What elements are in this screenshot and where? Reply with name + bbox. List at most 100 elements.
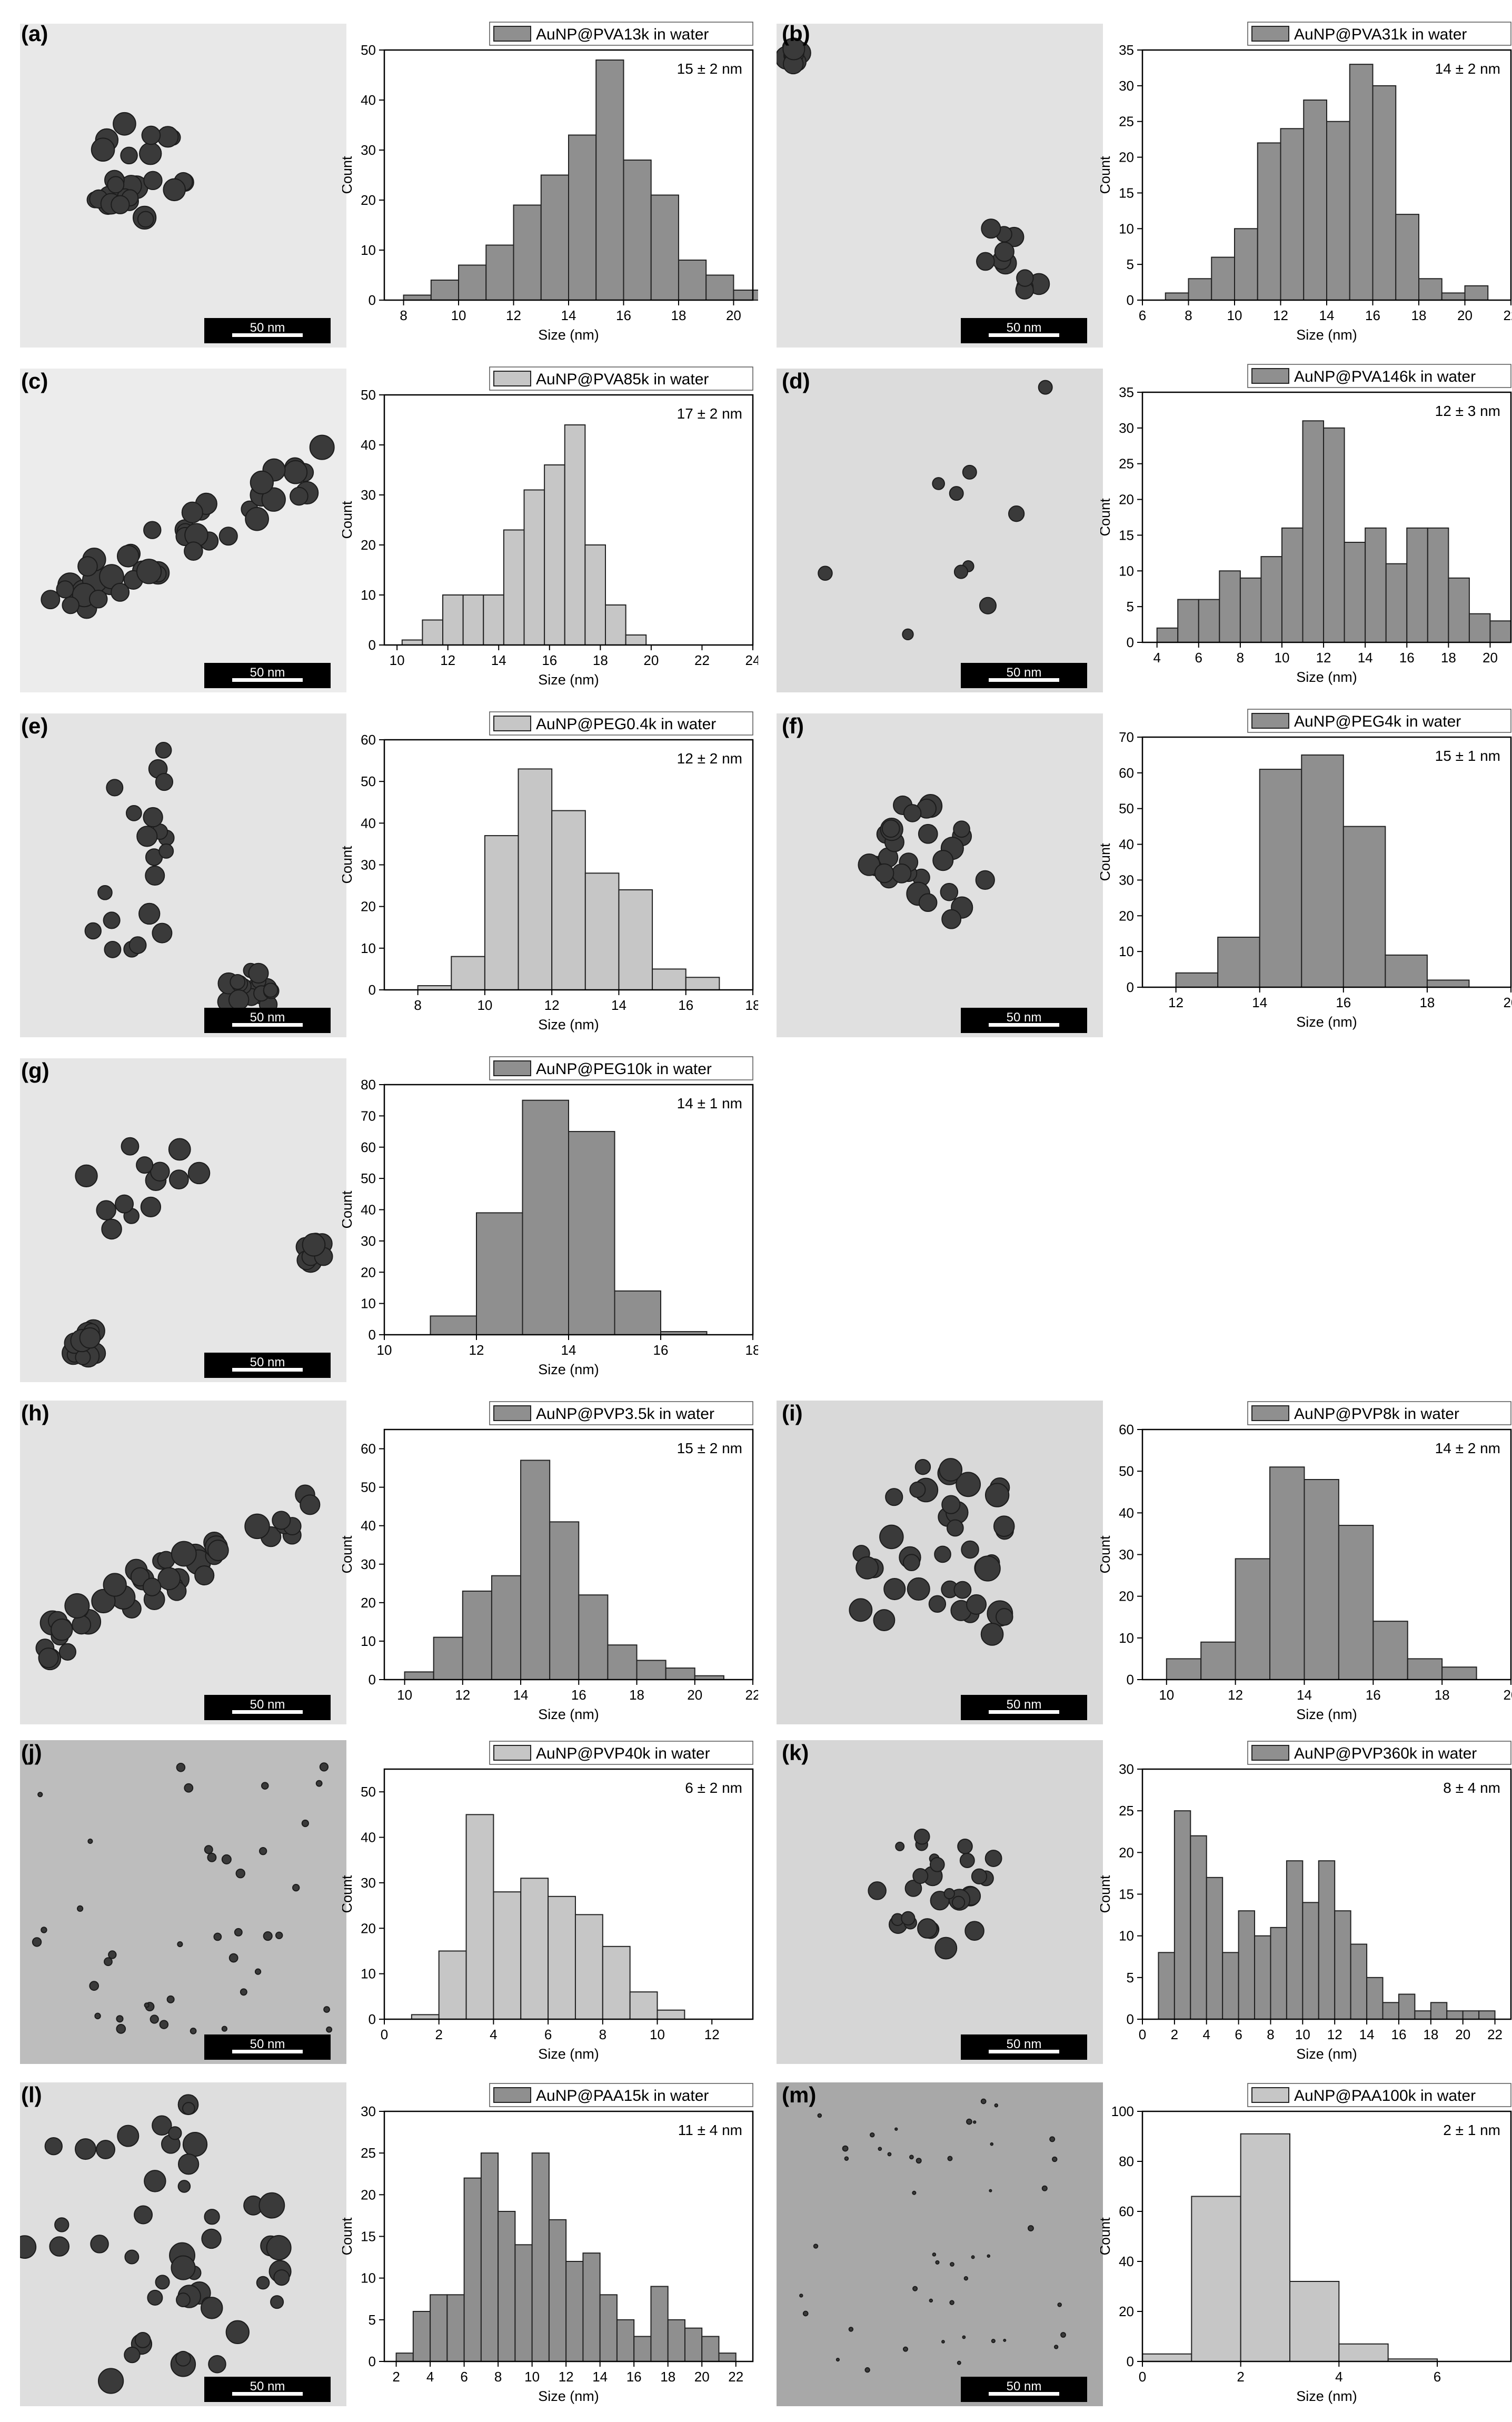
legend-swatch [493, 716, 531, 731]
histogram-bar [1234, 228, 1258, 301]
histogram-bar [1173, 1810, 1191, 2020]
x-tick-label: 6 [1139, 307, 1146, 323]
tem-micrograph-h: 50 nm [20, 1401, 346, 1724]
x-tick-label: 6 [1195, 650, 1202, 666]
histogram-bar [493, 1891, 522, 2020]
x-axis-label: Size (nm) [538, 1706, 599, 1722]
x-tick-label: 12 [455, 1687, 470, 1703]
histogram-c: 10 12 14 16 18 20 22 24 0 10 20 30 40 50 Size (nm) Coun… [339, 366, 760, 692]
panel-label-i: (i) [782, 1401, 803, 1425]
tem-micrograph-b: 50 nm [777, 24, 1103, 348]
x-axis-label: Size (nm) [1296, 1014, 1357, 1030]
x-tick-label: 10 [477, 997, 492, 1013]
histogram-bar [1158, 1952, 1175, 2020]
x-tick-label: 16 [653, 1342, 669, 1358]
mean-size-annotation: 14 ± 2 nm [1435, 1440, 1500, 1456]
legend-text: AuNP@PAA15k in water [536, 2087, 709, 2105]
tem-micrograph-l: 50 nm [20, 2082, 346, 2406]
x-tick-label: 10 [397, 1687, 412, 1703]
x-tick-label: 12 [1228, 1687, 1243, 1703]
y-tick-label: 40 [361, 437, 376, 453]
histogram-bar [1257, 142, 1281, 301]
histogram-bar [433, 1636, 463, 1680]
x-tick-label: 10 [1275, 650, 1290, 666]
histogram-svg-f: 12 14 16 18 20 0 10 20 30 40 50 60 70 Size (nm) Count A… [1097, 709, 1512, 1030]
histogram-bar [430, 1315, 477, 1335]
histogram-bar [1427, 527, 1449, 643]
y-tick-label: 30 [1119, 420, 1134, 436]
y-tick-label: 10 [1119, 1928, 1134, 1944]
plot-frame [383, 394, 754, 646]
x-tick-label: 20 [726, 307, 741, 323]
histogram-bar [623, 160, 652, 301]
x-axis-label: Size (nm) [538, 2046, 599, 2062]
y-axis-label: Count [1100, 2217, 1113, 2256]
legend-box [489, 1056, 753, 1080]
y-axis-label: Count [1100, 1535, 1113, 1574]
legend-text: AuNP@PVA85k in water [536, 371, 709, 388]
mean-size-annotation: 15 ± 2 nm [677, 1440, 742, 1456]
histogram-bar [1286, 1860, 1304, 2020]
x-tick-label: 0 [381, 2027, 388, 2042]
x-tick-label: 12 [704, 2027, 720, 2042]
scale-bar: 50 nm [204, 1695, 331, 1720]
legend-box [489, 1401, 753, 1425]
histogram-bar [595, 59, 624, 301]
histogram-bar [1222, 1952, 1239, 2020]
histogram-bar [1302, 420, 1325, 643]
scale-bar: 50 nm [961, 1008, 1087, 1033]
y-tick-label: 40 [1119, 837, 1134, 852]
tem-micrograph-m: 50 nm [777, 2082, 1103, 2406]
scale-bar: 50 nm [961, 318, 1087, 343]
scale-bar: 50 nm [961, 1695, 1087, 1720]
histogram-d: 4 6 8 10 12 14 16 18 20 0 5 10 15 20 25 30 35 Size (nm) Co… [1097, 363, 1512, 690]
y-tick-label: 10 [361, 1966, 376, 1982]
histogram-bar [1191, 2196, 1241, 2362]
histogram-bar [582, 2252, 601, 2362]
scale-bar-text: 50 nm [1006, 2037, 1042, 2051]
x-tick-label: 6 [544, 2027, 552, 2042]
y-tick-label: 20 [361, 192, 376, 208]
histogram-svg-a: 8 10 12 14 16 18 20 0 10 20 30 40 50 Size (nm) Count Au… [339, 22, 762, 343]
tem-micrograph-k: 50 nm [777, 1740, 1103, 2064]
tem-micrograph-e: 50 nm [20, 713, 346, 1037]
histogram-bar [1166, 1658, 1202, 1680]
x-axis-label: Size (nm) [1296, 327, 1357, 343]
panel-label-j: (j) [21, 1740, 42, 1765]
x-tick-label: 18 [671, 307, 686, 323]
x-tick-label: 14 [1359, 2027, 1375, 2042]
histogram-k: 0 2 4 6 8 10 12 14 16 18 20 22 0 5 10 15 20 25 30 Size (nm)… [1097, 1740, 1512, 2067]
mean-size-annotation: 6 ± 2 nm [685, 1780, 742, 1796]
histogram-bar [1217, 937, 1260, 988]
legend-box [1247, 709, 1511, 733]
scale-bar: 50 nm [961, 663, 1087, 688]
x-tick-label: 4 [1335, 2369, 1342, 2385]
x-tick-label: 12 [469, 1342, 484, 1358]
y-tick-label: 10 [361, 940, 376, 956]
histogram-bar [411, 2014, 440, 2020]
histogram-bar [1260, 556, 1282, 643]
y-tick-label: 0 [1127, 2354, 1134, 2369]
legend-text: AuNP@PAA100k in water [1294, 2087, 1476, 2105]
histogram-bar [1198, 599, 1220, 643]
y-axis-label: Count [1100, 1875, 1113, 1913]
x-tick-label: 2 [435, 2027, 442, 2042]
histogram-bar [1200, 1641, 1236, 1680]
y-tick-label: 0 [369, 2354, 376, 2369]
x-tick-label: 22 [694, 652, 710, 668]
histogram-bar [503, 529, 525, 646]
legend-text: AuNP@PVP8k in water [1294, 1405, 1459, 1423]
histogram-bar [522, 1099, 569, 1335]
plot-frame [383, 1768, 754, 2020]
histogram-bar [574, 1914, 603, 2020]
histogram-bar [462, 1590, 492, 1680]
x-axis-label: Size (nm) [538, 672, 599, 688]
x-tick-label: 8 [400, 307, 407, 323]
y-tick-label: 50 [361, 1784, 376, 1800]
histogram-bar [1269, 1466, 1305, 1680]
histogram-bar [540, 174, 570, 301]
x-tick-label: 8 [1267, 2027, 1274, 2042]
y-tick-label: 20 [1119, 1589, 1134, 1604]
histogram-bar [568, 134, 597, 301]
x-tick-label: 16 [1336, 995, 1351, 1010]
